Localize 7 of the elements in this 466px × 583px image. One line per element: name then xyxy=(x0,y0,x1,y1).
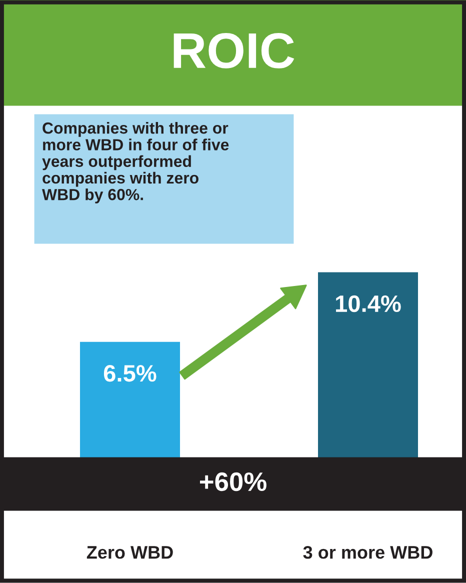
data-label: 10.4% xyxy=(336,295,401,312)
text: +60% xyxy=(200,472,266,492)
data-label: 6.5% xyxy=(104,364,156,382)
chart-title: ROIC xyxy=(174,33,294,68)
text: Companies with three or more WBD in four of five years outperformed companies with zero WBD by 60%. xyxy=(42,122,229,204)
x-tick-label: Zero WBD xyxy=(86,546,173,559)
x-tick-label: 3 or more WBD xyxy=(303,546,432,559)
